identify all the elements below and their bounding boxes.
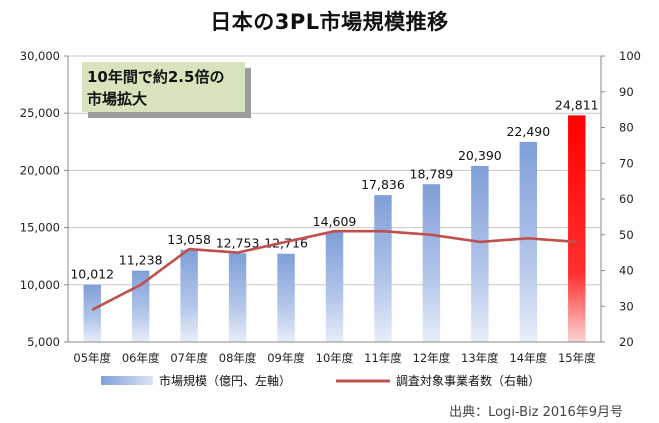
axes: 5,000 10,000 15,000 20,000 25,000 30,000 20 30 4… (20, 49, 641, 365)
bar (519, 141, 538, 342)
annotation-line-2: 市場拡大 (87, 90, 147, 108)
x-tick-label: 11年度 (364, 351, 402, 365)
annotation-line-1: 10年間で約2.5倍の (87, 68, 224, 86)
right-tick-label: 30 (619, 299, 634, 313)
line-series-path (91, 229, 577, 311)
legend-swatch-bar (101, 376, 153, 385)
bar-value-label: 10,012 (70, 267, 114, 282)
annotation-background (82, 62, 245, 112)
left-tick-label: 15,000 (20, 221, 60, 235)
left-tick-label: 25,000 (20, 106, 60, 120)
bar (568, 115, 586, 343)
bar (277, 253, 295, 342)
right-tick-label: 80 (619, 121, 634, 135)
right-tick-label: 20 (619, 335, 634, 349)
bar-value-label: 13,058 (167, 232, 211, 247)
bar-value-label: 22,490 (506, 124, 550, 139)
right-tick-label: 40 (619, 264, 634, 278)
x-tick-label: 10年度 (316, 351, 354, 365)
bar-value-label: 18,789 (410, 166, 454, 181)
right-tick-label: 50 (619, 228, 634, 242)
bar-value-label: 24,811 (555, 97, 599, 112)
x-tick-label: 14年度 (509, 351, 547, 365)
left-tick-label: 20,000 (20, 163, 60, 177)
bar-value-label: 12,753 (216, 235, 260, 250)
bar (180, 249, 198, 342)
left-tick-label: 5,000 (27, 335, 60, 349)
bar-value-label: 17,836 (361, 177, 405, 192)
legend-label-bar: 市場規模（億円、左軸） (159, 373, 291, 388)
x-tick-label: 08年度 (219, 351, 257, 365)
x-tick-label: 07年度 (170, 351, 208, 365)
right-tick-label: 90 (619, 85, 634, 99)
bar-value-label: 20,390 (458, 148, 502, 163)
bar (325, 232, 344, 342)
legend-label-line: 調査対象事業者数（右軸） (396, 373, 540, 388)
bar-value-label: 14,609 (313, 214, 357, 229)
bar (228, 253, 247, 342)
x-tick-label: 12年度 (413, 351, 451, 365)
bar (83, 284, 101, 342)
bar (471, 165, 489, 342)
source-note: 出典：Logi-Biz 2016年9月号 (449, 405, 623, 420)
right-tick-label: 60 (619, 192, 634, 206)
left-tick-label: 30,000 (20, 49, 60, 63)
bar (422, 184, 441, 342)
chart-title: 日本の3PL市場規模推移 (210, 10, 449, 34)
line-series (91, 229, 577, 311)
right-tick-label: 70 (619, 156, 634, 170)
x-tick-label: 09年度 (267, 351, 305, 365)
x-tick-label: 06年度 (122, 351, 160, 365)
bar-value-label: 11,238 (119, 253, 163, 268)
right-tick-label: 100 (619, 49, 641, 63)
legend: 市場規模（億円、左軸） 調査対象事業者数（右軸） (101, 373, 540, 388)
x-tick-label: 13年度 (461, 351, 499, 365)
x-tick-label: 05年度 (73, 351, 111, 365)
x-tick-label: 15年度 (558, 351, 596, 365)
left-tick-label: 10,000 (20, 278, 60, 292)
bar (374, 195, 392, 342)
